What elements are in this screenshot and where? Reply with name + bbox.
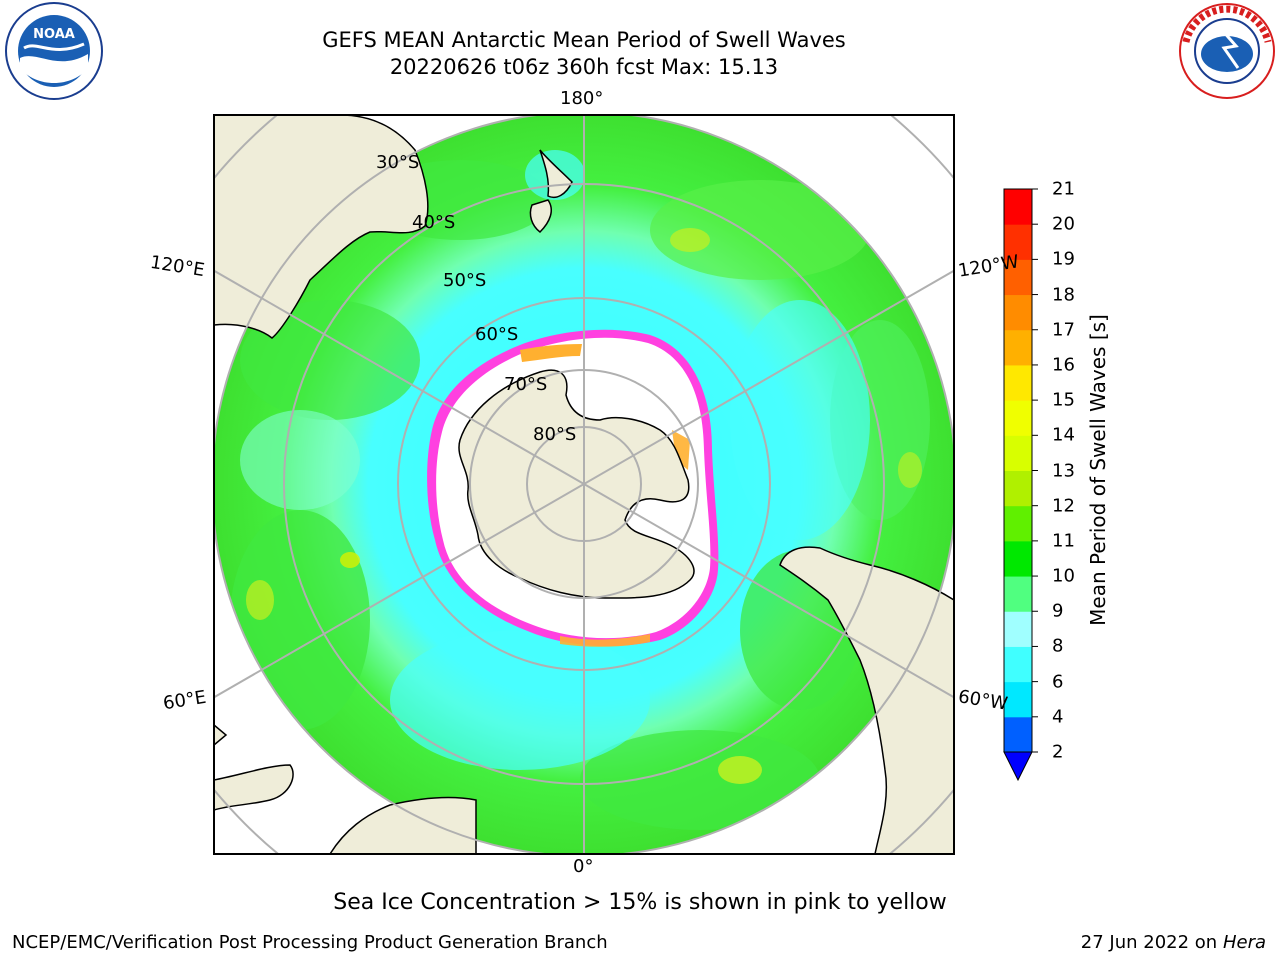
- colorbar-segment: [1004, 716, 1032, 753]
- colorbar-tick-label: 15: [1052, 389, 1075, 411]
- nws-logo-icon: [1179, 3, 1275, 99]
- colorbar-segment: [1004, 329, 1032, 366]
- colorbar-tick-label: 2: [1052, 741, 1064, 763]
- lat-label-70s: 70°S: [504, 374, 548, 395]
- colorbar-segment: [1004, 259, 1032, 296]
- footer-date: 27 Jun 2022 on Hera: [1081, 932, 1266, 953]
- colorbar-segment: [1004, 470, 1032, 507]
- lat-label-50s: 50°S: [443, 270, 487, 291]
- footer-host: Hera: [1222, 932, 1266, 953]
- colorbar-segment: [1004, 611, 1032, 647]
- colorbar-tick-label: 6: [1052, 671, 1064, 693]
- colorbar-tick-label: 9: [1052, 600, 1064, 622]
- lat-label-80s: 80°S: [533, 424, 577, 445]
- land-masses: [214, 115, 954, 854]
- map-title: GEFS MEAN Antarctic Mean Period of Swell…: [322, 28, 846, 52]
- colorbar-segment: [1004, 646, 1032, 683]
- lon-label-top: 180°: [560, 88, 604, 109]
- lat-label-40s: 40°S: [412, 212, 456, 233]
- graticule: [214, 115, 954, 854]
- lat-label-60s: 60°S: [475, 324, 519, 345]
- colorbar-segment: [1004, 224, 1032, 260]
- colorbar-tick-label: 8: [1052, 635, 1064, 657]
- colorbar-segment: [1004, 294, 1032, 331]
- svg-text:NOAA: NOAA: [33, 27, 75, 42]
- colorbar-segment: [1004, 681, 1032, 718]
- footer-credit: NCEP/EMC/Verification Post Processing Pr…: [12, 932, 608, 953]
- colorbar-tick-label: 4: [1052, 706, 1064, 728]
- colorbar-segment: [1004, 400, 1032, 436]
- map-frame: [213, 114, 955, 855]
- colorbar-segment: [1004, 505, 1032, 542]
- colorbar-tick-label: 16: [1052, 354, 1075, 376]
- sea-ice-caption: Sea Ice Concentration > 15% is shown in …: [333, 890, 947, 915]
- colorbar: [1003, 188, 1038, 782]
- colorbar-under-arrow: [1003, 751, 1033, 782]
- noaa-logo-icon: NOAA: [5, 2, 103, 100]
- colorbar-tick-label: 20: [1052, 213, 1075, 235]
- colorbar-tick-label: 11: [1052, 530, 1075, 552]
- colorbar-segment: [1004, 540, 1032, 577]
- colorbar-segment: [1004, 435, 1032, 471]
- colorbar-tick-label: 18: [1052, 284, 1075, 306]
- colorbar-tick-label: 12: [1052, 495, 1075, 517]
- lat-label-30s: 30°S: [376, 152, 420, 173]
- colorbar-tick-label: 19: [1052, 248, 1075, 270]
- colorbar-tick-label: 14: [1052, 424, 1075, 446]
- colorbar-tick-label: 17: [1052, 319, 1075, 341]
- colorbar-segment: [1004, 364, 1032, 401]
- colorbar-label: Mean Period of Swell Waves [s]: [1086, 314, 1110, 626]
- ocean-field: [214, 115, 954, 854]
- colorbar-tick-label: 10: [1052, 565, 1075, 587]
- lon-label-bottom: 0°: [573, 856, 594, 877]
- colorbar-tick-label: 21: [1052, 178, 1075, 200]
- colorbar-segment: [1004, 576, 1032, 612]
- footer-date-text: 27 Jun 2022 on: [1080, 932, 1218, 953]
- map-subtitle: 20220626 t06z 360h fcst Max: 15.13: [389, 55, 779, 79]
- colorbar-segment: [1004, 189, 1032, 225]
- colorbar-tick-label: 13: [1052, 460, 1075, 481]
